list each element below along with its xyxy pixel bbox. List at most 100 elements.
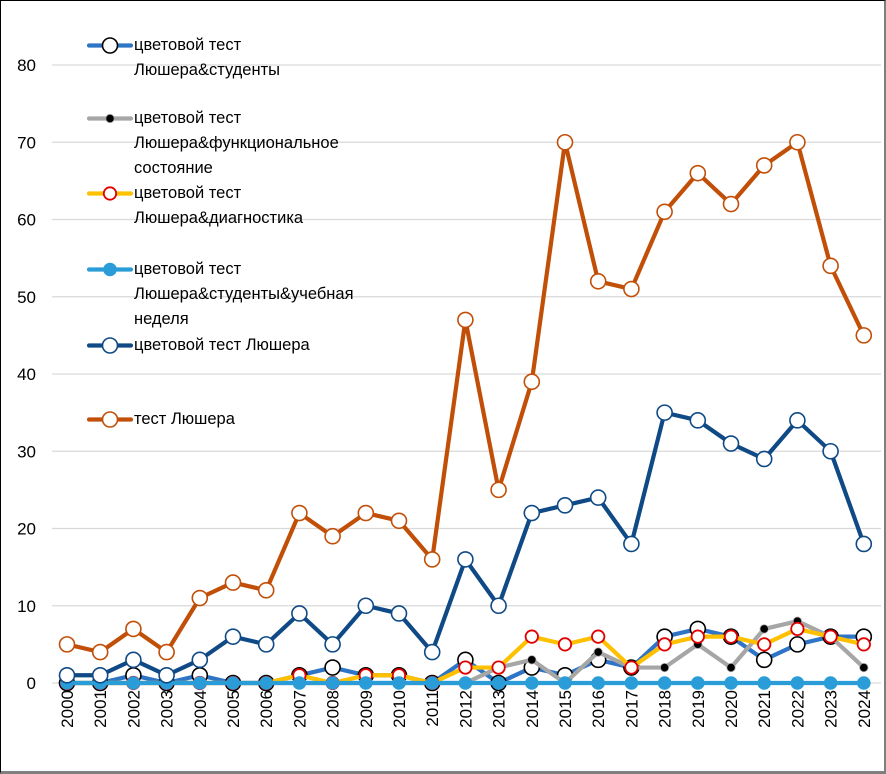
series-5 xyxy=(58,133,873,661)
data-point xyxy=(589,489,607,506)
data-point xyxy=(527,655,537,665)
legend-item-study-week: цветовой тест Люшера&студенты&учебная не… xyxy=(87,257,374,332)
data-point xyxy=(392,676,406,690)
legend-label: цветовой тест Люшера&студенты&учебная не… xyxy=(134,260,354,328)
data-point xyxy=(224,574,242,591)
x-tick-label: 2019 xyxy=(689,690,708,728)
y-tick-label: 30 xyxy=(17,442,36,461)
data-point xyxy=(823,676,838,690)
data-point xyxy=(291,605,308,622)
data-point xyxy=(557,637,573,652)
data-point xyxy=(556,497,574,514)
data-point xyxy=(624,676,639,690)
data-point xyxy=(458,660,473,675)
series-line xyxy=(64,410,866,678)
legend-item-functional-state: цветовой тест Люшера&функциональное сост… xyxy=(87,106,374,181)
series-4 xyxy=(58,404,873,684)
data-point xyxy=(291,504,308,522)
legend-marker-icon xyxy=(87,37,134,54)
data-point xyxy=(523,504,541,522)
x-tick-label: 2013 xyxy=(490,690,509,728)
y-tick-label: 60 xyxy=(17,211,36,230)
data-point xyxy=(390,605,408,622)
data-point xyxy=(325,676,340,690)
data-point xyxy=(822,257,839,275)
data-point xyxy=(357,504,375,522)
x-tick-label: 2016 xyxy=(589,690,608,728)
data-point xyxy=(257,581,275,599)
data-point xyxy=(491,660,506,675)
y-tick-label: 40 xyxy=(17,365,36,384)
x-tick-label: 2000 xyxy=(58,690,77,728)
data-point xyxy=(125,651,142,669)
data-point xyxy=(224,628,242,645)
x-tick-label: 2005 xyxy=(224,690,243,728)
data-point xyxy=(591,676,605,690)
axis-labels: 0 10 20 30 40 50 60 70 80 2000 2001 2002 2003 2004 200… xyxy=(17,56,874,728)
data-point xyxy=(91,643,109,661)
data-point xyxy=(259,676,274,690)
data-point xyxy=(558,676,572,690)
data-point xyxy=(624,660,639,675)
data-point xyxy=(591,629,606,644)
series-layer xyxy=(58,133,873,692)
data-point xyxy=(589,272,607,290)
legend-label: цветовой тест Люшера&функциональное сост… xyxy=(134,109,339,177)
x-tick-label: 2003 xyxy=(158,690,177,728)
y-tick-label: 20 xyxy=(17,520,36,539)
data-point xyxy=(292,676,307,690)
data-point xyxy=(657,637,672,652)
data-point xyxy=(257,636,275,653)
data-point xyxy=(759,624,769,634)
data-point xyxy=(623,280,640,298)
x-tick-label: 2002 xyxy=(124,690,143,728)
data-point xyxy=(357,597,375,615)
legend-marker xyxy=(101,337,119,354)
legend-label: цветовой тест Люшера xyxy=(134,336,310,354)
x-tick-label: 2006 xyxy=(257,690,276,728)
data-point xyxy=(691,676,705,690)
data-point xyxy=(755,157,773,174)
x-tick-label: 2010 xyxy=(390,690,409,728)
data-point xyxy=(457,311,474,329)
data-point xyxy=(790,621,805,637)
data-point xyxy=(855,535,873,553)
legend-marker xyxy=(101,411,119,428)
legend-label: цветовой тест Люшера&диагностика xyxy=(134,184,304,227)
data-point xyxy=(126,676,141,690)
data-point xyxy=(91,666,109,684)
data-point xyxy=(324,636,341,653)
data-point xyxy=(659,662,670,673)
x-tick-label: 2014 xyxy=(523,690,542,728)
y-tick-label: 80 xyxy=(17,56,36,75)
data-point xyxy=(458,676,473,690)
data-point xyxy=(689,412,707,429)
data-point xyxy=(390,512,408,530)
data-point xyxy=(690,629,705,644)
x-tick-label: 2017 xyxy=(622,690,641,728)
data-point xyxy=(491,676,506,690)
data-point xyxy=(723,629,739,644)
data-point xyxy=(722,435,740,452)
legend-item-diagnostics: цветовой тест Люшера&диагностика xyxy=(87,181,374,231)
data-point xyxy=(457,551,474,568)
legend-item-color-test: цветовой тест Люшера xyxy=(87,333,374,358)
data-point xyxy=(524,629,539,644)
x-tick-label: 2011 xyxy=(423,690,442,727)
data-point xyxy=(857,676,871,690)
data-point xyxy=(58,666,76,684)
x-tick-label: 2021 xyxy=(755,690,774,728)
data-point xyxy=(822,442,839,460)
x-tick-label: 2018 xyxy=(656,690,675,728)
data-point xyxy=(790,676,805,690)
data-point xyxy=(556,133,574,151)
data-point xyxy=(158,666,175,684)
x-tick-label: 2024 xyxy=(855,690,874,728)
x-tick-label: 2020 xyxy=(722,690,741,728)
data-point xyxy=(757,637,772,652)
gridlines xyxy=(52,64,881,684)
data-point xyxy=(525,676,539,690)
data-point xyxy=(726,662,736,673)
data-point xyxy=(423,643,441,661)
